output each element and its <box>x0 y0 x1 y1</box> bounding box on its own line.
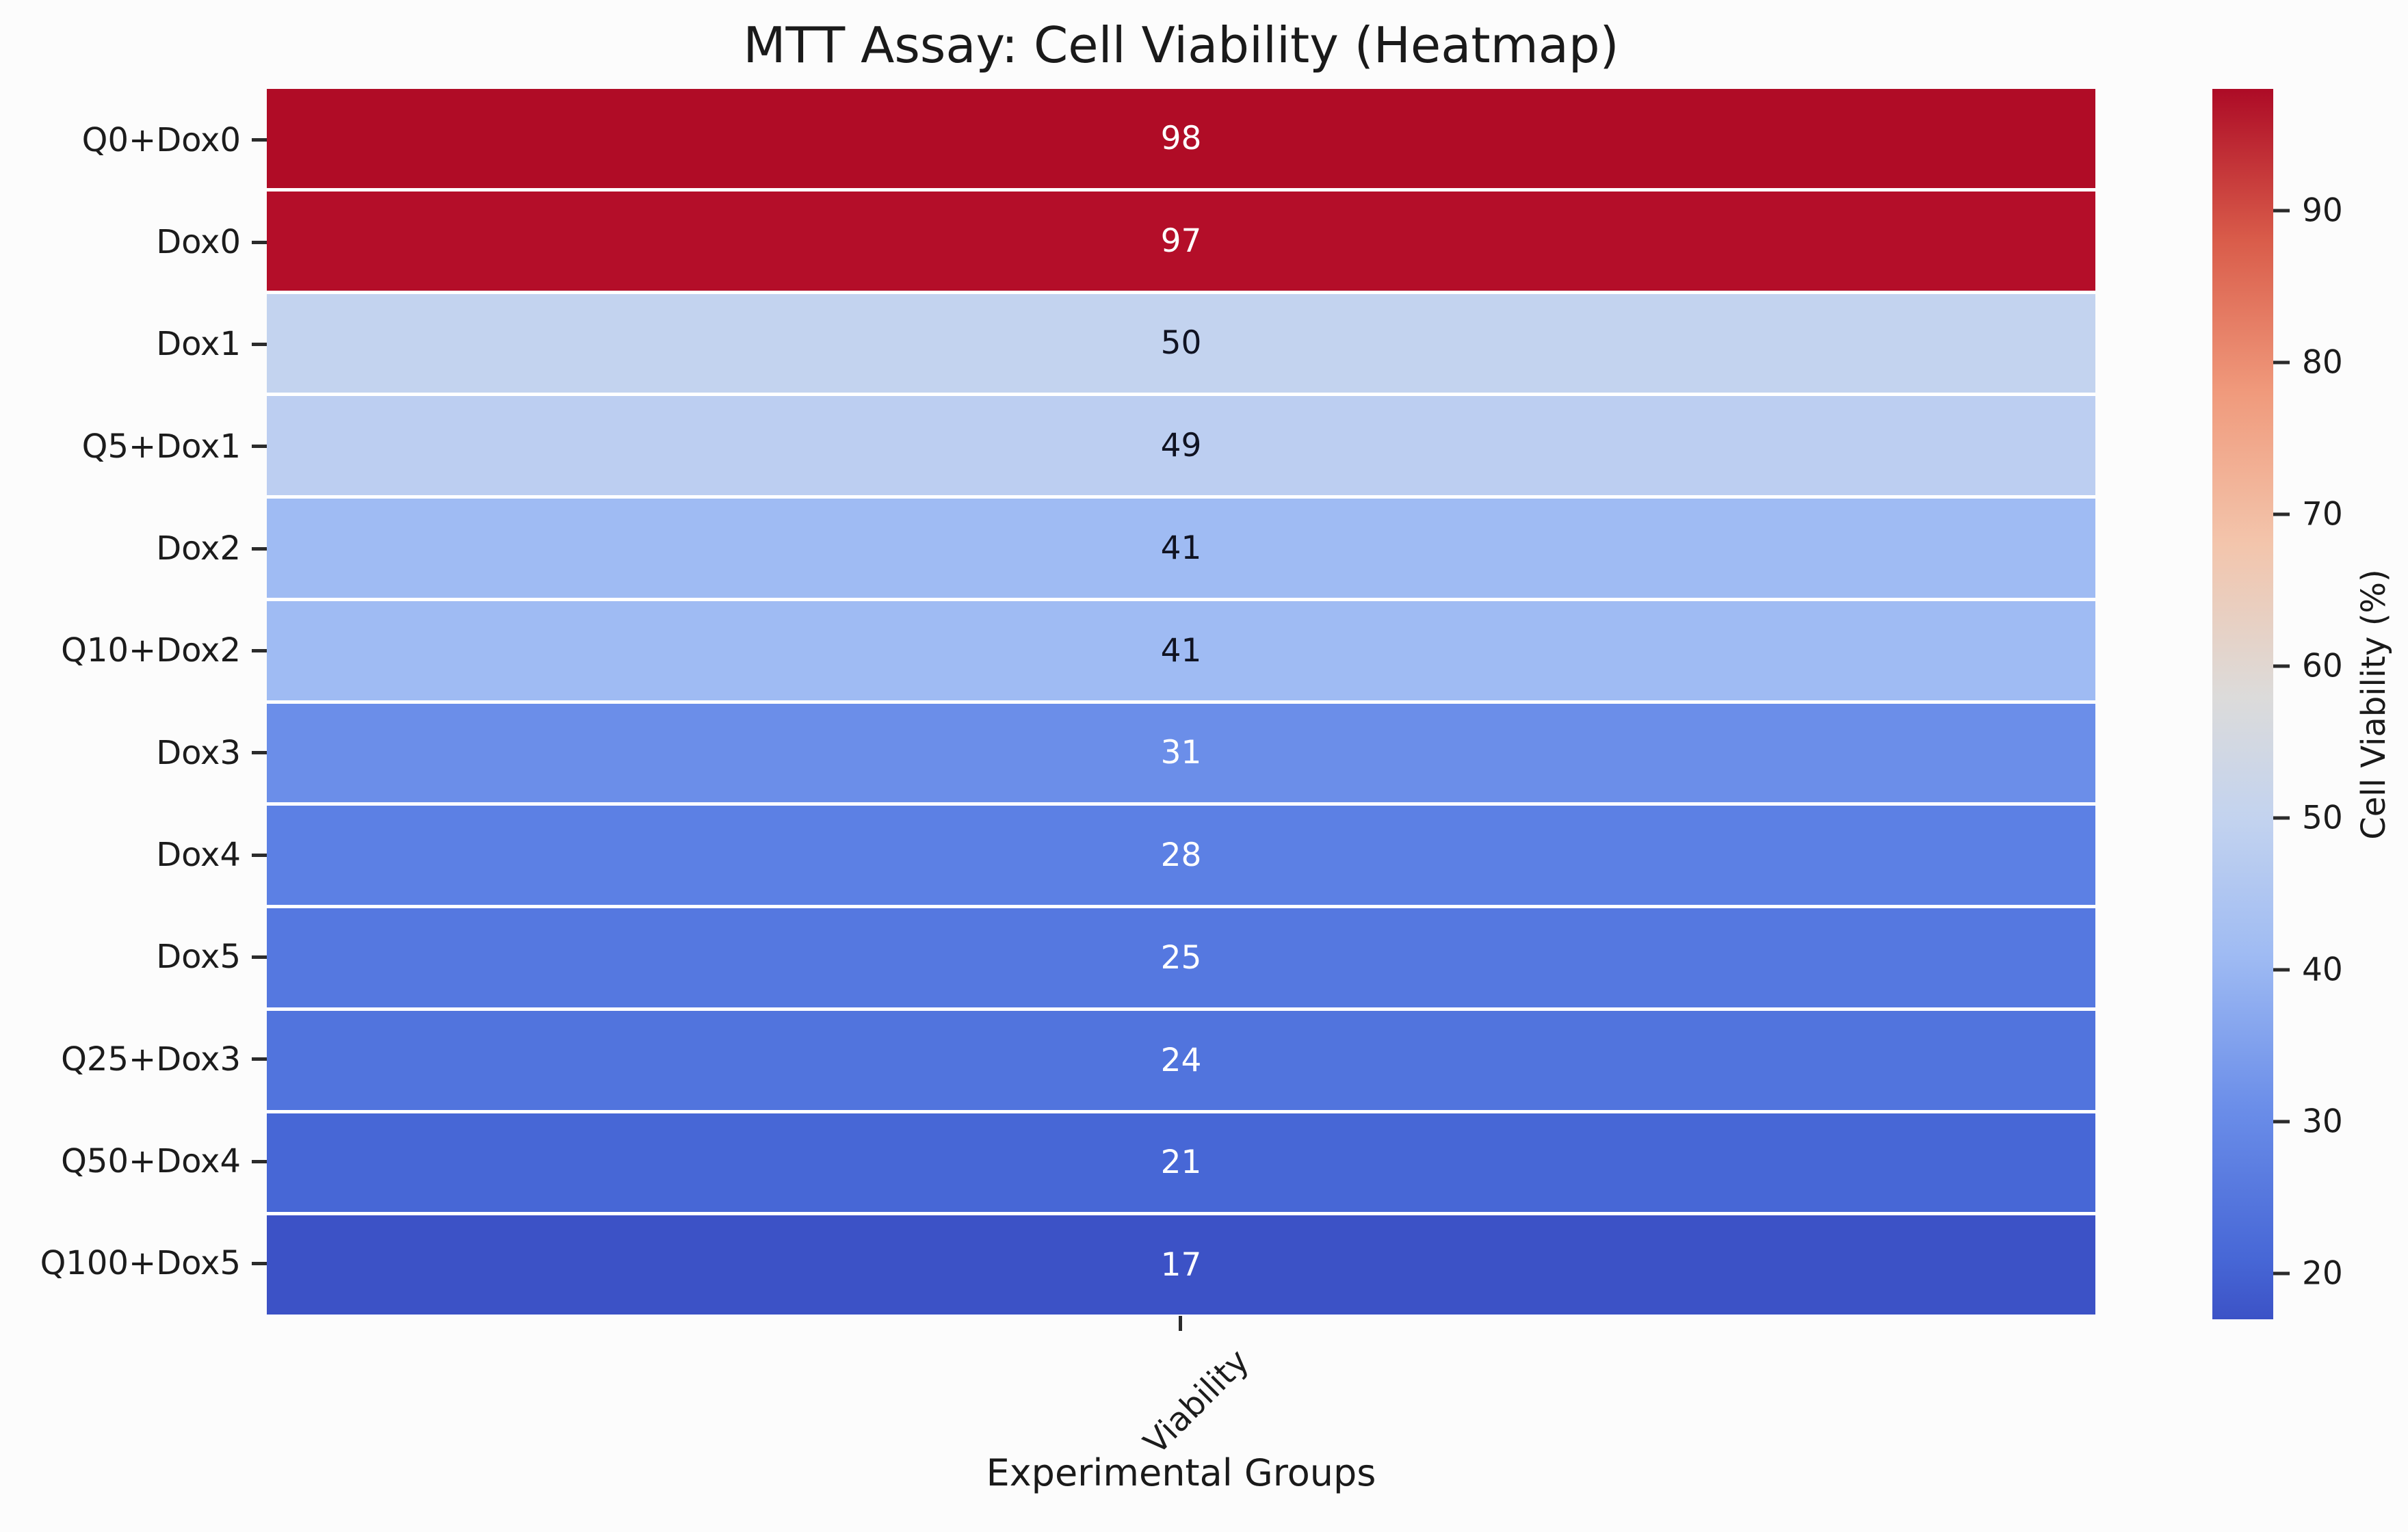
heatmap-row: 25 <box>267 908 2095 1007</box>
row-label: Q50+Dox4 <box>61 1142 241 1180</box>
row-label: Q5+Dox1 <box>81 427 241 466</box>
colorbar-tick: 60 <box>2273 650 2343 682</box>
cell-value: 21 <box>1160 1144 1202 1182</box>
cell-value: 97 <box>1160 222 1202 260</box>
colorbar-tick-label: 50 <box>2302 799 2343 837</box>
colorbar-tick-mark <box>2273 360 2290 365</box>
colorbar-tick-label: 80 <box>2302 343 2343 382</box>
colorbar-tick: 20 <box>2273 1258 2343 1290</box>
y-label-row: Q0+Dox0 <box>82 121 267 159</box>
x-axis-label: Experimental Groups <box>986 1451 1376 1494</box>
heatmap-row: 41 <box>267 600 2095 700</box>
colorbar-label-wrap: Cell Viability (%) <box>2340 89 2408 1319</box>
heatmap-row: 50 <box>267 293 2095 393</box>
heatmap-grid: 98 97 50 49 41 41 31 28 25 24 21 17 <box>267 89 2095 1315</box>
colorbar-tick-label: 20 <box>2302 1254 2343 1293</box>
y-axis-labels: Q0+Dox0 Dox0 Dox1 Q5+Dox1 Dox2 Q10+Dox2 Dox3 Do… <box>0 89 267 1315</box>
cell-value: 24 <box>1160 1041 1202 1079</box>
colorbar-ticks: 90 80 70 60 50 40 30 20 <box>2273 89 2408 1319</box>
heatmap-row: 28 <box>267 806 2095 905</box>
y-tick-mark <box>252 342 267 346</box>
cell-value: 98 <box>1160 119 1202 157</box>
heatmap-row: 98 <box>267 89 2095 188</box>
colorbar-tick-mark <box>2273 512 2290 516</box>
y-label-row: Q100+Dox5 <box>40 1244 267 1282</box>
cell-value: 41 <box>1160 631 1202 670</box>
chart-title: MTT Assay: Cell Viability (Heatmap) <box>743 16 1619 74</box>
heatmap-row: 97 <box>267 191 2095 291</box>
row-label: Dox2 <box>156 529 241 568</box>
y-tick-mark <box>252 1159 267 1163</box>
y-tick-mark <box>252 445 267 449</box>
y-tick-mark <box>252 240 267 244</box>
y-tick-mark <box>252 546 267 551</box>
x-tick-mark <box>1179 1316 1182 1331</box>
heatmap-row: 31 <box>267 703 2095 803</box>
x-tick-label: Viability <box>1136 1342 1257 1462</box>
y-label-row: Q10+Dox2 <box>61 631 267 670</box>
row-label: Dox1 <box>156 325 241 364</box>
heatmap-row: 21 <box>267 1113 2095 1213</box>
row-label: Dox0 <box>156 223 241 261</box>
row-label: Dox4 <box>156 836 241 874</box>
colorbar-tick: 70 <box>2273 498 2343 530</box>
colorbar-label: Cell Viability (%) <box>2355 568 2393 840</box>
colorbar-tick-label: 90 <box>2302 192 2343 230</box>
colorbar-tick-mark <box>2273 968 2290 972</box>
cell-value: 41 <box>1160 529 1202 567</box>
colorbar-tick-label: 60 <box>2302 647 2343 685</box>
y-label-row: Dox3 <box>156 734 267 772</box>
colorbar <box>2212 89 2273 1319</box>
cell-value: 17 <box>1160 1246 1202 1284</box>
colorbar-tick-mark <box>2273 664 2290 668</box>
y-label-row: Q25+Dox3 <box>61 1040 267 1079</box>
y-label-row: Dox1 <box>156 325 267 363</box>
colorbar-tick: 30 <box>2273 1106 2343 1138</box>
cell-value: 49 <box>1160 427 1202 465</box>
colorbar-tick: 90 <box>2273 194 2343 226</box>
colorbar-tick-label: 70 <box>2302 495 2343 533</box>
heatmap-row: 49 <box>267 396 2095 495</box>
colorbar-tick-mark <box>2273 1271 2290 1276</box>
colorbar-tick: 50 <box>2273 802 2343 834</box>
y-tick-mark <box>252 138 267 142</box>
y-label-row: Dox0 <box>156 223 267 261</box>
y-label-row: Dox4 <box>156 836 267 874</box>
row-label: Q25+Dox3 <box>61 1040 241 1079</box>
cell-value: 31 <box>1160 734 1202 772</box>
colorbar-tick-label: 30 <box>2302 1102 2343 1141</box>
heatmap-row: 41 <box>267 499 2095 598</box>
y-tick-mark <box>252 648 267 652</box>
heatmap-row: 24 <box>267 1010 2095 1110</box>
y-tick-mark <box>252 853 267 857</box>
y-tick-mark <box>252 751 267 755</box>
colorbar-tick: 80 <box>2273 346 2343 378</box>
y-label-row: Q5+Dox1 <box>82 427 267 466</box>
colorbar-tick-label: 40 <box>2302 951 2343 989</box>
row-label: Q0+Dox0 <box>81 120 241 159</box>
y-tick-mark <box>252 955 267 959</box>
colorbar-tick: 40 <box>2273 954 2343 986</box>
colorbar-tick-mark <box>2273 209 2290 213</box>
row-label: Dox5 <box>156 938 241 977</box>
row-label: Q10+Dox2 <box>61 631 241 670</box>
colorbar-tick-mark <box>2273 816 2290 820</box>
y-tick-mark <box>252 1261 267 1265</box>
y-label-row: Dox2 <box>156 529 267 568</box>
cell-value: 28 <box>1160 836 1202 875</box>
row-label: Q100+Dox5 <box>40 1244 241 1283</box>
cell-value: 50 <box>1160 324 1202 362</box>
y-label-row: Dox5 <box>156 938 267 976</box>
cell-value: 25 <box>1160 938 1202 977</box>
colorbar-tick-mark <box>2273 1120 2290 1124</box>
heatmap-row: 17 <box>267 1215 2095 1315</box>
row-label: Dox3 <box>156 733 241 772</box>
y-tick-mark <box>252 1057 267 1061</box>
y-label-row: Q50+Dox4 <box>61 1142 267 1180</box>
